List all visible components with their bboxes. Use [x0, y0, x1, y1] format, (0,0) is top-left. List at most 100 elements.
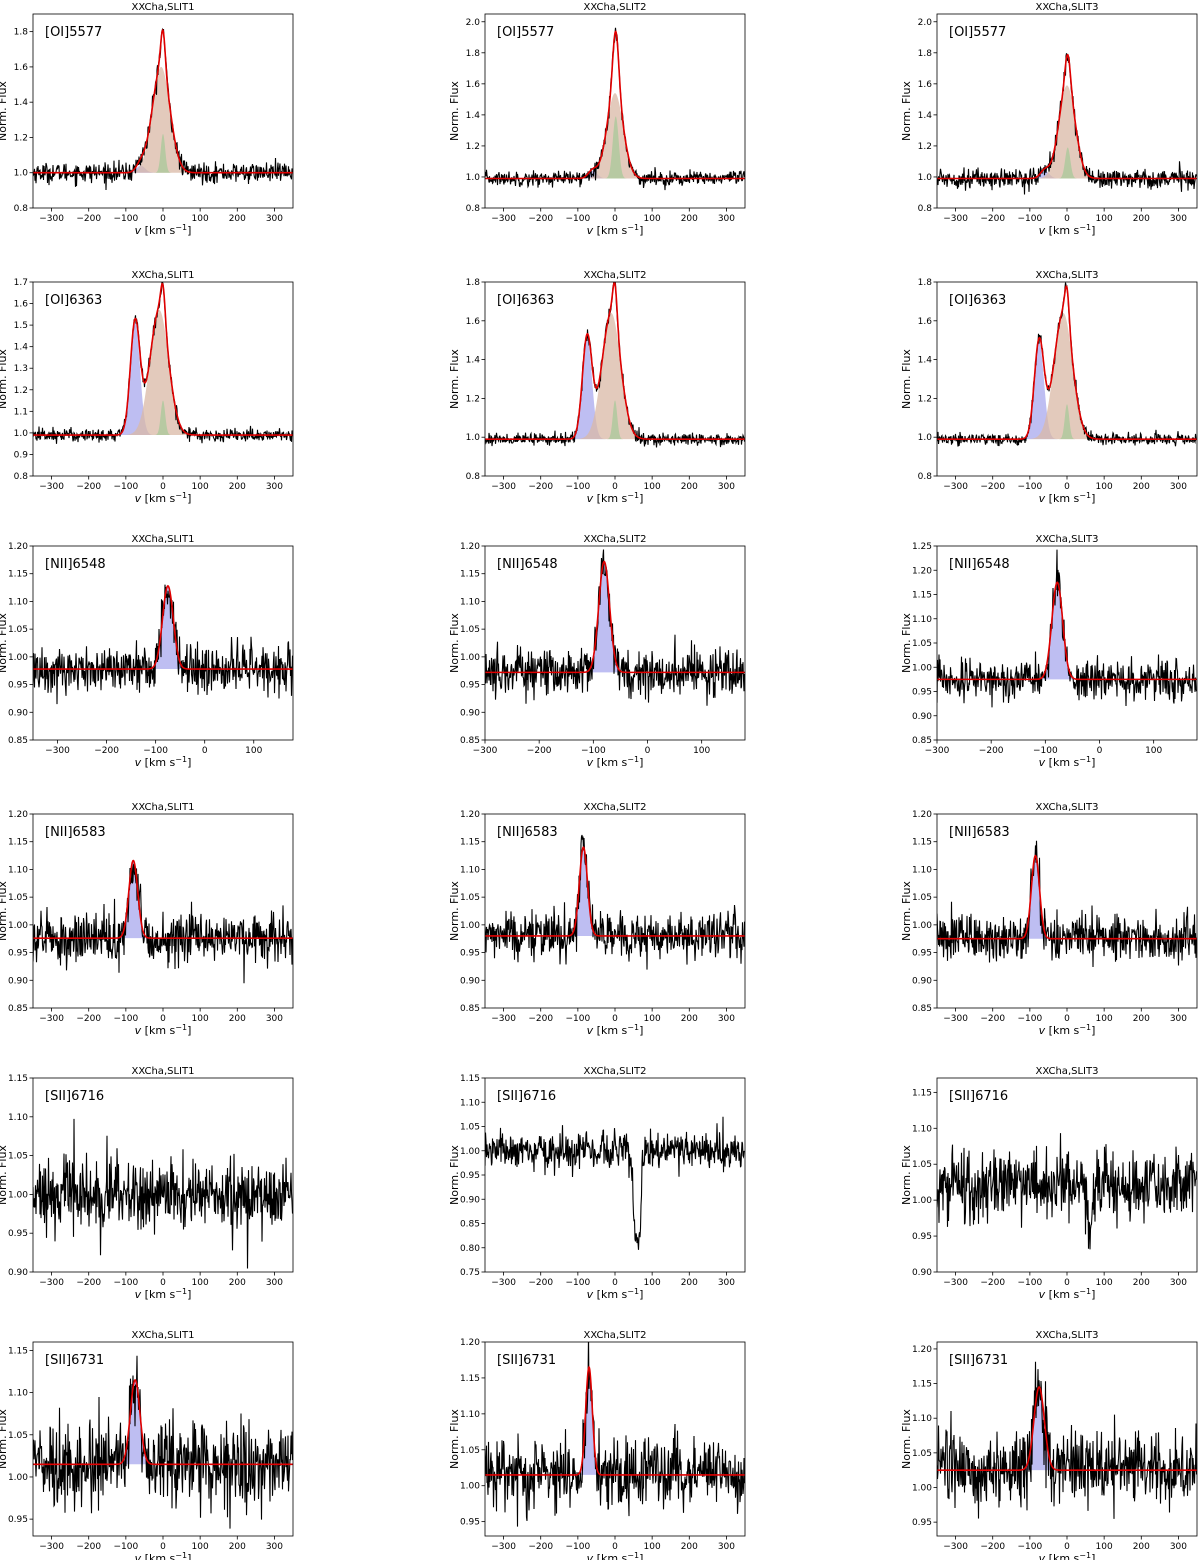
y-tick-label: 1.05 [912, 1449, 932, 1459]
panel-title: XXCha,SLIT3 [1036, 802, 1099, 813]
x-tick-label: −300 [943, 1542, 968, 1552]
x-tick-label: −200 [980, 1014, 1005, 1024]
y-tick-label: 1.20 [460, 810, 480, 820]
x-tick-label: −300 [39, 1278, 64, 1288]
spectrum-line [937, 1133, 1197, 1250]
x-axis-label: v [km s−1] [587, 1023, 644, 1037]
y-tick-label: 0.95 [912, 688, 932, 698]
x-tick-label: 100 [192, 482, 209, 492]
component-blue [115, 860, 152, 939]
y-tick-label: 1.2 [466, 394, 480, 404]
y-tick-label: 1.00 [8, 1190, 28, 1200]
axes-frame [32, 545, 294, 741]
x-tick-label: 0 [612, 1014, 618, 1024]
x-tick-label: 200 [681, 1278, 698, 1288]
y-tick-label: 0.90 [8, 708, 28, 718]
x-tick-label: 300 [266, 1278, 283, 1288]
y-tick-label: 1.05 [912, 1160, 932, 1170]
x-axis-label: v [km s−1] [587, 1287, 644, 1301]
x-tick-label: 300 [718, 1278, 735, 1288]
y-tick-label: 1.05 [8, 625, 28, 635]
plot-area [937, 1361, 1197, 1519]
y-tick-label: 1.8 [466, 278, 481, 288]
x-tick-label: 300 [718, 214, 735, 224]
y-tick-label: 1.10 [460, 865, 480, 875]
y-tick-label: 1.7 [14, 278, 28, 288]
y-tick-label: 0.90 [460, 708, 480, 718]
x-tick-label: −300 [943, 482, 968, 492]
y-tick-label: 1.2 [918, 394, 932, 404]
y-axis-label: Norm. Flux [900, 349, 913, 409]
y-tick-label: 0.90 [8, 976, 28, 986]
panel-title: XXCha,SLIT3 [1036, 270, 1099, 281]
y-tick-label: 1.05 [8, 1431, 28, 1441]
x-tick-label: −100 [1033, 746, 1058, 756]
x-tick-label: −200 [980, 1542, 1005, 1552]
x-axis-label: v [km s−1] [587, 223, 644, 237]
x-tick-label: −100 [565, 482, 590, 492]
fit-line [485, 846, 745, 937]
x-axis-label: v [km s−1] [1039, 1287, 1096, 1301]
spectrum-line [937, 840, 1197, 968]
y-tick-label: 1.10 [912, 865, 932, 875]
component-blue [1019, 855, 1052, 939]
y-tick-label: 0.9 [14, 450, 29, 460]
x-tick-label: −100 [565, 214, 590, 224]
y-tick-label: 1.00 [912, 1196, 932, 1206]
y-tick-label: 0.85 [460, 1004, 480, 1014]
fit-line [937, 53, 1197, 180]
x-tick-label: −300 [491, 1542, 516, 1552]
x-tick-label: 100 [644, 1014, 661, 1024]
x-tick-label: −100 [565, 1542, 590, 1552]
fit-line [33, 584, 293, 670]
x-tick-label: −300 [491, 1014, 516, 1024]
x-axis-label: v [km s−1] [135, 1287, 192, 1301]
fit-line [937, 581, 1197, 681]
x-tick-label: 100 [1096, 482, 1113, 492]
x-tick-label: 200 [1133, 482, 1150, 492]
spectrum-line [485, 1116, 745, 1250]
plot-area [937, 549, 1197, 708]
fit-line [485, 560, 745, 674]
y-tick-label: 1.00 [912, 663, 932, 673]
y-tick-label: 1.05 [460, 893, 480, 903]
axes-frame [484, 1341, 746, 1537]
y-tick-label: 1.6 [918, 317, 933, 327]
x-tick-label: −100 [113, 1278, 138, 1288]
x-tick-label: −200 [528, 1014, 553, 1024]
fit-line [485, 30, 745, 180]
axes-frame [32, 1341, 294, 1537]
y-tick-label: 0.90 [912, 1268, 932, 1278]
x-tick-label: −200 [76, 482, 101, 492]
y-tick-label: 1.15 [8, 838, 28, 848]
x-tick-label: 100 [1096, 214, 1113, 224]
y-tick-label: 1.00 [8, 653, 28, 663]
y-tick-label: 1.6 [14, 300, 29, 310]
plot-area [33, 859, 293, 984]
x-axis-label: v [km s−1] [587, 491, 644, 505]
x-tick-label: 300 [266, 1014, 283, 1024]
y-tick-label: 1.15 [460, 570, 480, 580]
x-tick-label: −100 [1017, 1014, 1042, 1024]
y-axis-label: Norm. Flux [900, 1145, 913, 1205]
x-tick-label: −100 [113, 1014, 138, 1024]
x-tick-label: −200 [76, 1542, 101, 1552]
panel-4: −300 −200 −100 0 100 200 300 0.8 0.9 1.0 1.1 1.2 1.3… [0, 270, 294, 505]
plot-area [33, 27, 293, 191]
x-tick-label: −100 [143, 746, 168, 756]
y-tick-label: 1.00 [912, 1484, 932, 1494]
emission-line-label: [NII]6583 [949, 825, 1010, 840]
x-tick-label: −100 [1017, 214, 1042, 224]
y-tick-label: 1.2 [466, 142, 480, 152]
x-axis-label: v [km s−1] [135, 223, 192, 237]
x-tick-label: 100 [644, 214, 661, 224]
y-tick-label: 1.0 [918, 173, 933, 183]
component-blue [567, 847, 600, 936]
component-broad [1026, 313, 1101, 440]
y-tick-label: 1.2 [918, 142, 932, 152]
x-tick-label: 100 [1145, 746, 1162, 756]
y-tick-label: 0.8 [466, 204, 481, 214]
y-axis-label: Norm. Flux [900, 81, 913, 141]
y-tick-label: 1.05 [8, 893, 28, 903]
